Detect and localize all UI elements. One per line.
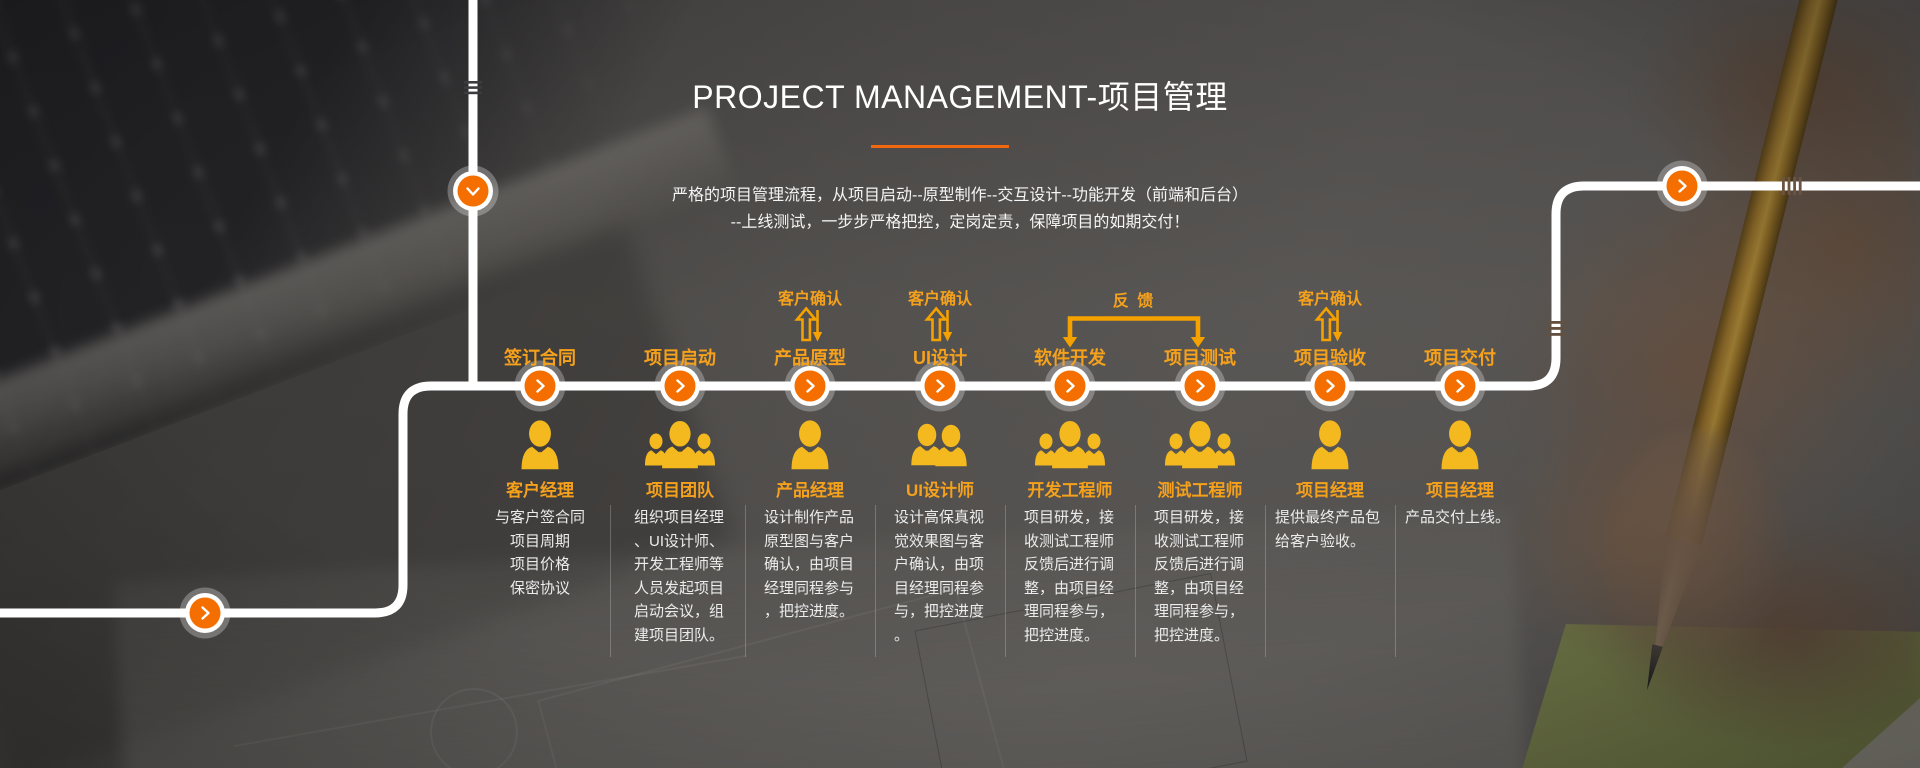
flow-node-bottom-left <box>179 587 231 639</box>
column-divider <box>1135 505 1136 657</box>
flow-node-top-left <box>447 165 499 217</box>
flow-line-main <box>0 181 1920 618</box>
column-divider <box>610 505 611 657</box>
blueprint-sketch-circle <box>430 688 518 768</box>
flow-node-software-dev <box>1044 360 1096 412</box>
stage-column-project-accept: 客户确认 项目验收 项目经理 提供最终产品包给客户验收。 <box>1265 280 1395 690</box>
flow-node-ui-design <box>914 360 966 412</box>
stage-column-product-prototype: 客户确认 产品原型 产品经理 设计制作产品原型图与客户确认，由项目经理同程参与，… <box>745 280 875 690</box>
flow-node-sign-contract <box>514 360 566 412</box>
column-divider <box>1395 505 1396 657</box>
flow-node-project-deliver <box>1434 360 1486 412</box>
stage-column-software-dev: 软件开发 开发工程师 项目研发，接收测试工程师反馈后进行调整，由项目经理同程参与… <box>1005 280 1135 690</box>
single-person-icon <box>774 418 846 470</box>
role-label: 项目团队 <box>646 481 714 500</box>
feedback-label: 反 馈 <box>1112 293 1156 310</box>
stage-column-project-deliver: 项目交付 项目经理 产品交付上线。 <box>1395 280 1525 690</box>
team-group-icon <box>644 418 716 470</box>
customer-confirm-label: 客户确认 <box>1297 291 1362 308</box>
role-label: 开发工程师 <box>1027 481 1113 500</box>
single-person-icon <box>1424 418 1496 470</box>
stage-description: 产品交付上线。 <box>1405 509 1511 526</box>
team-group-icon <box>1164 418 1236 470</box>
column-divider <box>875 505 876 657</box>
thumb-photo <box>1600 430 1790 680</box>
customer-confirm-label: 客户确认 <box>907 291 972 308</box>
stage-column-project-start: 项目启动 项目团队 组织项目经理、UI设计师、开发工程师等人员发起项目启动会议，… <box>615 280 745 690</box>
flow-node-project-accept <box>1304 360 1356 412</box>
team-group-icon <box>1034 418 1106 470</box>
stage-description: 设计高保真视觉效果图与客户确认，由项目经理同程参与，把控进度。 <box>894 509 985 644</box>
stage-column-sign-contract: 签订合同 客户经理 与客户签合同 项目周期 项目价格 保密协议 <box>475 280 605 690</box>
section-subtitle: 严格的项目管理流程，从项目启动--原型制作--交互设计--功能开发（前端和后台）… <box>0 182 1920 236</box>
up-down-arrows-icon <box>925 307 954 343</box>
stage-column-project-test: 项目测试 测试工程师 项目研发，接收测试工程师反馈后进行调整，由项目经理同程参与… <box>1135 280 1265 690</box>
line-break-ticks-right-vertical <box>1547 321 1565 336</box>
stage-label: 项目交付 <box>1424 348 1496 368</box>
customer-confirm-label: 客户确认 <box>777 291 842 308</box>
line-break-ticks-top-right <box>1782 177 1802 195</box>
role-label: 项目经理 <box>1296 481 1364 500</box>
two-person-icon <box>904 418 976 470</box>
stage-description: 与客户签合同 项目周期 项目价格 保密协议 <box>494 509 585 597</box>
stage-label: 项目验收 <box>1294 348 1366 368</box>
stage-description: 组织项目经理、UI设计师、开发工程师等人员发起项目启动会议，组建项目团队。 <box>634 509 725 644</box>
column-divider <box>1265 505 1266 657</box>
stage-label: 软件开发 <box>1034 348 1106 368</box>
role-label: 项目经理 <box>1426 481 1494 500</box>
stage-description: 设计制作产品原型图与客户确认，由项目经理同程参与，把控进度。 <box>764 509 855 620</box>
line-break-ticks-left <box>464 81 482 95</box>
role-label: 产品经理 <box>776 481 844 500</box>
title-underline <box>871 145 1009 148</box>
up-down-arrows-icon <box>795 307 824 343</box>
stage-description: 提供最终产品包给客户验收。 <box>1275 509 1381 550</box>
single-person-icon <box>1294 418 1366 470</box>
stage-description: 项目研发，接收测试工程师反馈后进行调整，由项目经理同程参与，把控进度。 <box>1024 509 1115 644</box>
role-label: UI设计师 <box>906 481 974 500</box>
flow-node-product-prototype <box>784 360 836 412</box>
stage-label: 项目测试 <box>1164 348 1236 368</box>
column-divider <box>745 505 746 657</box>
stage-label: 签订合同 <box>504 348 576 368</box>
stage-label: UI设计 <box>913 348 967 368</box>
column-divider <box>1005 505 1006 657</box>
flow-node-project-start <box>654 360 706 412</box>
page-title: PROJECT MANAGEMENT-项目管理 <box>692 79 1228 115</box>
feedback-bracket <box>1062 316 1206 348</box>
role-label: 测试工程师 <box>1157 481 1243 500</box>
stage-column-ui-design: 客户确认 UI设计 UI设计师 设计高保真视觉效果图与客户确认，由项目经理同程参… <box>875 280 1005 690</box>
subtitle-line-1: 严格的项目管理流程，从项目启动--原型制作--交互设计--功能开发（前端和后台） <box>672 187 1248 204</box>
role-label: 客户经理 <box>506 481 574 500</box>
stage-label: 项目启动 <box>644 348 716 368</box>
subtitle-line-2: --上线测试，一步步严格把控，定岗定责，保障项目的如期交付！ <box>730 214 1190 231</box>
stage-description: 项目研发，接收测试工程师反馈后进行调整，由项目经理同程参与，把控进度。 <box>1154 509 1245 644</box>
single-person-icon <box>504 418 576 470</box>
flow-node-project-test <box>1174 360 1226 412</box>
flow-node-top-right <box>1656 160 1708 212</box>
up-down-arrows-icon <box>1315 307 1344 343</box>
stage-label: 产品原型 <box>774 348 846 368</box>
